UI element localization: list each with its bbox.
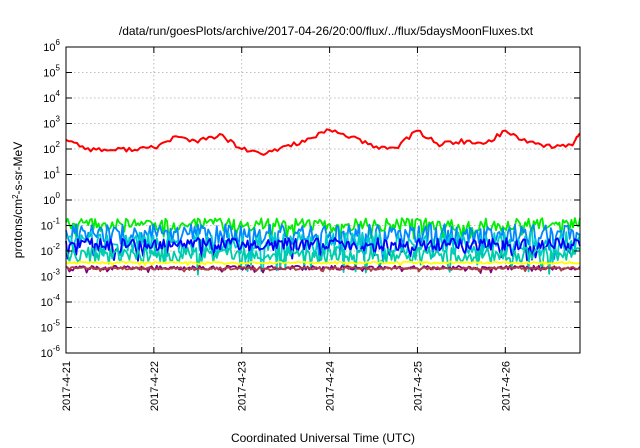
x-tick-label: 2017-4-24 [325, 361, 337, 411]
x-tick-label: 2017-4-21 [61, 361, 73, 411]
y-tick-label: 100 [43, 191, 60, 207]
grid [66, 47, 580, 353]
y-tick-label: 10-4 [41, 293, 61, 309]
series-line [65, 237, 581, 262]
series-line [65, 128, 581, 156]
series-line [65, 217, 581, 241]
x-tick-label: 2017-4-26 [500, 361, 512, 411]
y-tick-label: 10-3 [41, 268, 61, 284]
y-tick-label: 106 [43, 38, 60, 54]
y-tick-label: 101 [43, 166, 60, 182]
y-tick-label: 102 [43, 140, 60, 156]
series-line [65, 246, 581, 276]
y-tick-label: 104 [43, 89, 60, 105]
series-line [65, 266, 581, 273]
y-axis-title: protons/cm2-s-sr-MeV [11, 142, 26, 258]
series-line [65, 260, 581, 267]
x-tick-label: 2017-4-23 [237, 361, 249, 411]
y-tick-label: 10-1 [41, 217, 61, 233]
y-tick-label: 10-6 [41, 344, 61, 360]
x-tick-label: 2017-4-25 [412, 361, 424, 411]
x-tick-label: 2017-4-22 [149, 361, 161, 411]
chart-title: /data/run/goesPlots/archive/2017-04-26/2… [119, 24, 534, 38]
y-tick-label: 10-5 [41, 319, 61, 335]
x-tick-labels: 2017-4-21 2017-4-22 2017-4-23 2017-4-24 2017… [61, 361, 512, 411]
y-tick-label: 105 [43, 64, 60, 80]
y-tick-label: 10-2 [41, 242, 61, 258]
series-layer [65, 128, 581, 276]
tick-layer [65, 46, 580, 354]
x-axis-title: Coordinated Universal Time (UTC) [231, 431, 415, 445]
y-tick-label: 103 [43, 115, 60, 131]
y-tick-labels: 106 105 104 103 102 101 100 10-1 10-2 10-3 10-4 10-… [41, 38, 61, 360]
